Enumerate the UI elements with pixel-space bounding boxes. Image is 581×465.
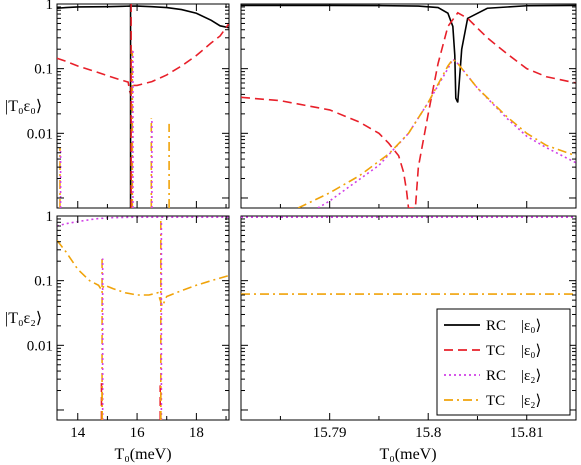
panel-bottom-right (240, 215, 577, 421)
plot-area-bottom-right (241, 216, 576, 295)
ylabel-bottom: |T₀ε₂⟩ (5, 310, 42, 327)
y-tick-label-bottom-left: 0.1 (34, 274, 53, 290)
ylabel-top: |T₀ε₀⟩ (5, 98, 42, 115)
plot-area-top-left (57, 4, 229, 208)
series-line-bottom-left-rc-2 (57, 216, 229, 227)
panel-frame-bottom-right (240, 215, 577, 421)
legend-items: RC |ε₀⟩ TC |ε₀⟩ RC |ε₂⟩ TC |ε₂⟩ (444, 318, 541, 409)
series-line-bottom-left-tc-3 (57, 239, 229, 309)
series-line-top-right-rc-2 (317, 57, 576, 208)
legend-state-label-2: |ε₂⟩ (521, 368, 541, 384)
legend-method-label-2: RC (486, 368, 506, 384)
plot-area-bottom-left (57, 216, 229, 420)
legend-state-label-1: |ε₀⟩ (521, 343, 541, 359)
y-tick-label-top-left: 0.01 (27, 126, 53, 142)
axis-ticks: 1 0.1 0.01 1 0.1 0.01 14 16 18 15.79 15.8 15.81 (27, 0, 577, 441)
xlabel-right: T₀(meV) (379, 446, 436, 463)
y-tick-label-bottom-left: 0.01 (27, 338, 53, 354)
panel-frame-bottom-left (56, 215, 230, 421)
x-tick-label-bottom-left: 18 (189, 425, 204, 441)
y-tick-label-bottom-left: 1 (46, 209, 54, 225)
legend-state-label-3: |ε₂⟩ (521, 393, 541, 409)
panel-top-left (56, 3, 230, 209)
series-line-top-left-tc-1 (57, 22, 229, 95)
legend: RC |ε₀⟩ TC |ε₀⟩ RC |ε₂⟩ TC |ε₂⟩ (436, 308, 571, 416)
legend-state-label-0: |ε₀⟩ (521, 318, 541, 334)
panel-top-right (240, 3, 577, 209)
panel-frame-top-right (240, 3, 577, 209)
series-line-top-right-tc-1 (241, 11, 576, 208)
x-tick-label-bottom-right: 15.8 (415, 425, 441, 441)
legend-method-label-3: TC (486, 393, 505, 409)
x-tick-label-bottom-left: 14 (70, 425, 86, 441)
series-line-top-right-rc-0 (241, 4, 576, 103)
y-tick-label-top-left: 1 (46, 0, 54, 13)
series-line-top-right-tc-3 (297, 58, 576, 208)
legend-method-label-1: TC (486, 343, 505, 359)
xlabel-left: T₀(meV) (114, 446, 171, 463)
x-tick-label-bottom-right: 15.81 (510, 425, 544, 441)
x-tick-label-bottom-left: 16 (130, 425, 146, 441)
x-tick-label-bottom-right: 15.79 (313, 425, 347, 441)
series-line-top-left-rc-0 (57, 5, 229, 29)
panel-frame-top-left (56, 3, 230, 209)
panel-bottom-left (56, 215, 230, 421)
legend-box (436, 308, 571, 416)
y-tick-label-top-left: 0.1 (34, 62, 53, 78)
legend-method-label-0: RC (486, 318, 506, 334)
plot-area-top-right (241, 4, 576, 208)
